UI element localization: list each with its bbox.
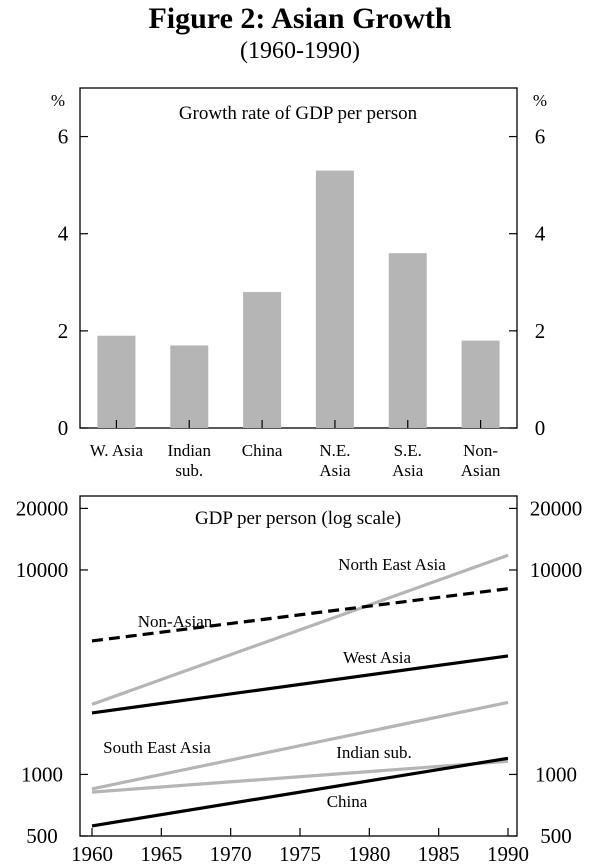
bar-category-label: sub. <box>175 461 203 480</box>
bar-ytick-label-right: 2 <box>535 319 546 343</box>
line-ytick-label-right: 10000 <box>530 558 583 582</box>
figure-subtitle: (1960-1990) <box>240 38 360 64</box>
series-line <box>91 587 509 643</box>
line-ytick-label-right: 1000 <box>535 762 577 786</box>
bar <box>461 340 500 428</box>
bar-ytick-label-left: 2 <box>58 319 69 343</box>
bar-category-label: W. Asia <box>90 441 144 460</box>
bar <box>97 335 136 428</box>
bar <box>170 345 209 428</box>
bar-category-label: Asia <box>319 461 351 480</box>
line-xtick-label: 1975 <box>279 842 321 865</box>
line-xtick-label: 1990 <box>487 842 529 865</box>
bar-category-label: Non- <box>463 441 498 460</box>
line-chart-title: GDP per person (log scale) <box>195 508 401 529</box>
line-ytick-label-left: 10000 <box>16 558 69 582</box>
series-label: South East Asia <box>103 738 211 757</box>
series-line <box>91 553 509 706</box>
line-ytick-label-left: 500 <box>26 824 58 848</box>
bar <box>243 292 282 428</box>
bar-ytick-label-left: 6 <box>58 125 69 149</box>
bar <box>388 253 427 428</box>
line-xtick-label: 1985 <box>418 842 460 865</box>
line-chart-frame <box>79 495 518 837</box>
line-ytick-label-right: 500 <box>540 824 572 848</box>
bar-ytick-label-right: 4 <box>535 222 546 246</box>
bar-chart-frame <box>79 87 518 429</box>
line-xtick-label: 1965 <box>140 842 182 865</box>
line-ytick-label-right: 20000 <box>530 496 583 520</box>
bar-ylabel-left: % <box>51 91 65 110</box>
bar-category-label: China <box>242 441 283 460</box>
bar-category-label: S.E. <box>394 441 422 460</box>
bar-chart-title: Growth rate of GDP per person <box>179 103 418 124</box>
line-xtick-label: 1960 <box>71 842 113 865</box>
line-ytick-label-left: 1000 <box>21 762 63 786</box>
bar <box>315 170 354 429</box>
series-label: Indian sub. <box>336 743 412 762</box>
line-xtick-label: 1980 <box>348 842 390 865</box>
bar-category-label: N.E. <box>319 441 350 460</box>
series-label: Non-Asian <box>138 612 213 631</box>
bar-ytick-label-right: 0 <box>535 416 546 440</box>
line-xtick-label: 1970 <box>210 842 252 865</box>
bar-ytick-label-right: 6 <box>535 125 546 149</box>
series-label: West Asia <box>343 648 411 667</box>
figure-title: Figure 2: Asian Growth <box>148 2 452 35</box>
series-line <box>91 756 509 828</box>
bar-ytick-label-left: 4 <box>58 222 69 246</box>
bar-category-label: Asia <box>392 461 424 480</box>
series-line <box>91 759 509 794</box>
line-ytick-label-left: 20000 <box>16 496 69 520</box>
bar-category-label: Asian <box>461 461 501 480</box>
series-label: China <box>327 792 368 811</box>
bar-ytick-label-left: 0 <box>58 416 69 440</box>
series-line <box>91 700 509 791</box>
bar-ylabel-right: % <box>533 91 547 110</box>
series-line <box>91 654 509 715</box>
bar-category-label: Indian <box>168 441 212 460</box>
series-label: North East Asia <box>338 555 446 574</box>
